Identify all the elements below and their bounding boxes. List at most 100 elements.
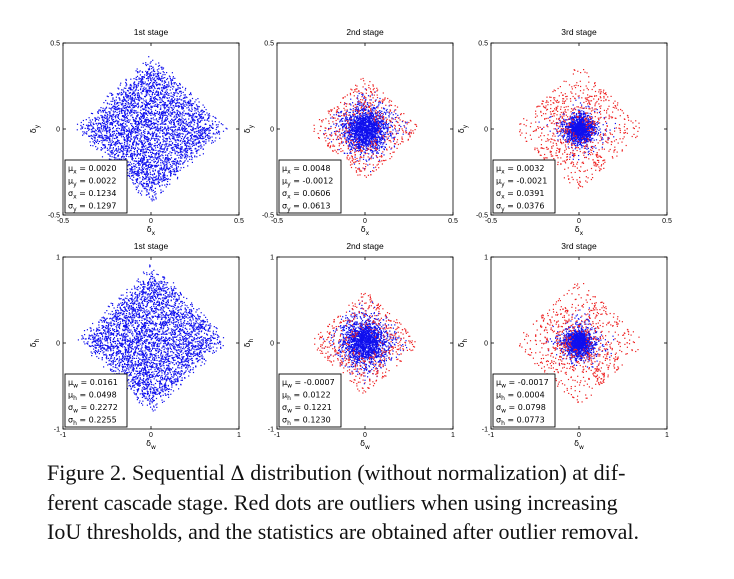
inlier-point <box>155 154 157 156</box>
inlier-point <box>362 137 364 139</box>
inlier-point <box>356 143 358 145</box>
inlier-point <box>140 121 142 123</box>
inlier-point <box>145 177 147 179</box>
inlier-point <box>142 148 144 150</box>
inlier-point <box>183 161 185 163</box>
inlier-point <box>179 115 181 117</box>
inlier-point <box>207 138 209 140</box>
inlier-point <box>114 104 116 106</box>
inlier-point <box>109 145 111 147</box>
inlier-point <box>147 159 149 161</box>
inlier-point <box>112 141 114 143</box>
inlier-point <box>368 158 370 160</box>
inlier-point <box>163 161 165 163</box>
inlier-point <box>111 116 113 118</box>
inlier-point <box>363 130 365 132</box>
inlier-point <box>166 116 168 118</box>
inlier-point <box>140 150 142 153</box>
inlier-point <box>149 161 152 163</box>
inlier-point <box>149 169 151 171</box>
inlier-point <box>151 131 154 133</box>
inlier-point <box>174 133 176 135</box>
inlier-point <box>155 126 157 128</box>
inlier-point <box>371 129 373 131</box>
inlier-point <box>363 106 365 108</box>
inlier-point <box>364 148 366 150</box>
inlier-point <box>170 92 172 94</box>
inlier-point <box>153 182 155 184</box>
inlier-point <box>123 129 125 131</box>
inlier-point <box>110 108 112 110</box>
inlier-point <box>154 93 156 95</box>
inlier-point <box>140 172 142 174</box>
inlier-point <box>170 152 172 154</box>
inlier-point <box>110 133 112 135</box>
inlier-point <box>145 70 147 72</box>
inlier-point <box>385 133 387 135</box>
inlier-point <box>116 105 118 107</box>
inlier-point <box>167 167 169 170</box>
inlier-point <box>129 105 131 107</box>
inlier-point <box>118 88 120 90</box>
inlier-point <box>146 90 148 92</box>
inlier-point <box>130 103 132 105</box>
inlier-point <box>156 152 158 154</box>
inlier-point <box>137 162 139 164</box>
inlier-point <box>172 126 174 128</box>
inlier-point <box>92 123 95 126</box>
inlier-point <box>180 150 182 152</box>
inlier-point <box>119 148 121 150</box>
inlier-point <box>191 157 193 159</box>
inlier-point <box>133 105 135 107</box>
inlier-point <box>166 97 169 99</box>
inlier-point <box>200 116 202 118</box>
inlier-point <box>169 171 171 173</box>
inlier-point <box>352 108 354 110</box>
inlier-point <box>90 121 92 123</box>
inlier-point <box>204 133 206 135</box>
inlier-point <box>147 110 149 112</box>
inlier-point <box>193 120 195 122</box>
inlier-point <box>188 108 190 110</box>
inlier-point <box>379 111 381 114</box>
inlier-point <box>173 126 175 128</box>
inlier-point <box>124 102 126 105</box>
inlier-point <box>352 140 354 142</box>
inlier-point <box>140 115 142 117</box>
inlier-point <box>89 125 91 127</box>
inlier-point <box>170 126 173 128</box>
inlier-point <box>377 135 380 137</box>
inlier-point <box>162 112 164 115</box>
inlier-point <box>145 187 147 189</box>
inlier-point <box>362 117 364 119</box>
inlier-point <box>368 120 370 122</box>
inlier-point <box>167 127 169 129</box>
inlier-point <box>138 123 140 125</box>
inlier-point <box>147 143 149 145</box>
inlier-point <box>370 134 373 136</box>
inlier-point <box>191 122 193 124</box>
inlier-point <box>93 142 95 144</box>
inlier-point <box>120 134 122 136</box>
inlier-point <box>134 93 136 95</box>
inlier-point <box>145 165 147 167</box>
inlier-point <box>172 105 174 107</box>
inlier-point <box>122 109 124 111</box>
inlier-point <box>395 113 397 115</box>
inlier-point <box>174 134 176 136</box>
inlier-point <box>118 140 120 142</box>
inlier-point <box>124 111 126 113</box>
inlier-point <box>172 131 174 133</box>
inlier-point <box>82 126 84 128</box>
inlier-point <box>156 69 158 71</box>
inlier-point <box>123 107 126 109</box>
inlier-point <box>177 115 179 117</box>
inlier-point <box>132 179 134 181</box>
inlier-point <box>169 101 171 103</box>
inlier-point <box>120 111 122 113</box>
inlier-point <box>211 120 213 122</box>
inlier-point <box>189 139 191 141</box>
inlier-point <box>350 104 352 106</box>
inlier-point <box>190 137 193 139</box>
inlier-point <box>157 87 159 89</box>
